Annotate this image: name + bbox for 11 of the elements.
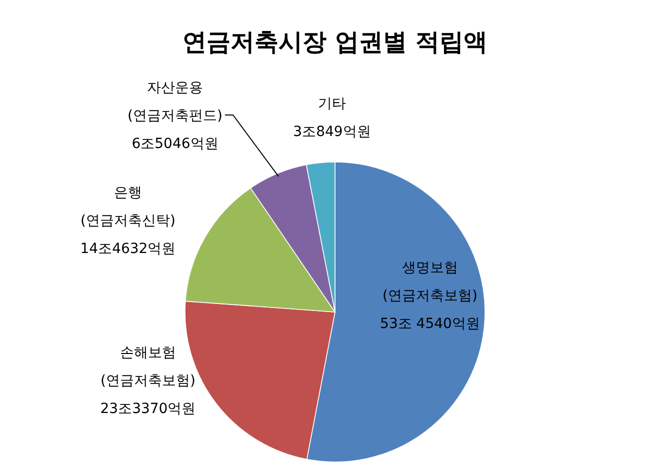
data-label: 53조 4540억원 xyxy=(380,316,480,332)
slice-label: 은행 (연금저축신탁) xyxy=(80,185,176,229)
slice-label: 손해보험 (연금저축보험) xyxy=(100,345,196,389)
chart-title: 연금저축시장 업권별 적립액 xyxy=(182,28,488,56)
slice-label: 생명보험 (연금저축보험) xyxy=(382,260,478,304)
data-label: 6조5046억원 xyxy=(132,136,218,152)
slice-label: 자산운용 (연금저축펀드) xyxy=(128,80,222,124)
data-label: 23조3370억원 xyxy=(100,401,196,417)
data-label: 14조4632억원 xyxy=(80,241,176,257)
slice-label: 기타 xyxy=(318,96,346,112)
data-label: 3조849억원 xyxy=(293,124,371,140)
